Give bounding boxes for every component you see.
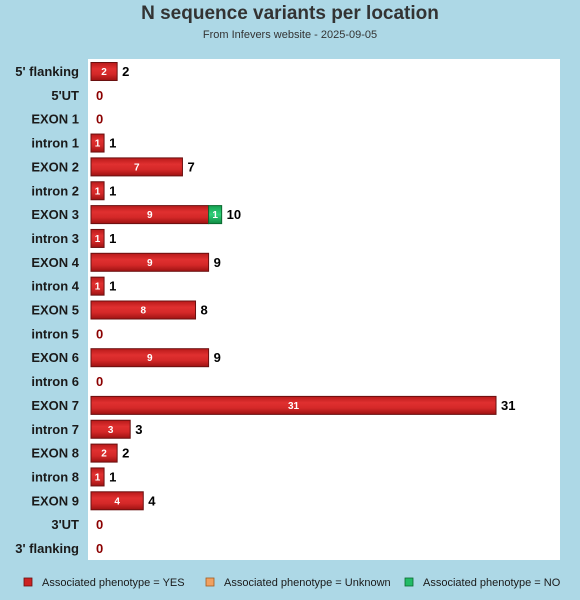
bar-associated-phenotype-yes-exon-2 — [90, 157, 183, 177]
bar-value-label: 8 — [140, 306, 146, 317]
total-label: 2 — [122, 446, 129, 461]
total-label: 0 — [96, 88, 103, 103]
bar-associated-phenotype-yes-intron-1 — [90, 133, 105, 153]
total-label: 0 — [96, 517, 103, 532]
total-label: 1 — [109, 183, 116, 198]
bar-associated-phenotype-yes-exon-5 — [90, 300, 197, 320]
category-label: 5'UT — [51, 88, 79, 103]
total-label: 7 — [187, 159, 194, 174]
category-label: intron 2 — [31, 183, 79, 198]
legend-swatch-associated-phenotype-yes — [23, 577, 33, 587]
bar-value-label: 2 — [101, 67, 107, 78]
total-label: 1 — [109, 469, 116, 484]
legend: Associated phenotype = YES Associated phe… — [23, 577, 561, 589]
category-labels: 5' flanking 5'UT EXON 1 intron 1 EXON 2 intro… — [15, 64, 80, 556]
total-label: 31 — [501, 398, 515, 413]
total-label: 1 — [109, 231, 116, 246]
category-label: EXON 5 — [31, 303, 79, 318]
total-label: 4 — [148, 493, 156, 508]
total-label: 0 — [96, 374, 103, 389]
category-label: 3'UT — [51, 517, 79, 532]
bar-associated-phenotype-yes-intron-3 — [90, 228, 105, 248]
bar-value-label: 7 — [134, 162, 140, 173]
bar-value-label: 1 — [95, 282, 101, 293]
category-label: intron 4 — [31, 279, 79, 294]
legend-label: Associated phenotype = NO — [423, 577, 561, 589]
bar-value-label: 3 — [108, 425, 114, 436]
bar-associated-phenotype-yes-5-flanking — [90, 62, 118, 81]
legend-swatch-associated-phenotype-unknown — [205, 577, 215, 587]
total-label: 8 — [201, 303, 208, 318]
category-label: 3' flanking — [15, 541, 79, 556]
bar-value-label: 9 — [147, 210, 153, 221]
bar-associated-phenotype-yes-exon-7 — [90, 395, 497, 415]
total-label: 2 — [122, 64, 129, 79]
bar-value-label: 2 — [101, 449, 107, 460]
bar-value-label: 9 — [147, 353, 153, 364]
total-label: 3 — [135, 422, 142, 437]
bar-associated-phenotype-yes-exon-8 — [90, 443, 118, 463]
bar-value-label: 1 — [95, 234, 101, 245]
category-label: intron 3 — [31, 231, 79, 246]
bar-associated-phenotype-yes-intron-7 — [90, 419, 131, 439]
category-label: EXON 2 — [31, 159, 79, 174]
category-label: EXON 7 — [31, 398, 79, 413]
category-label: EXON 9 — [31, 493, 79, 508]
legend-label: Associated phenotype = Unknown — [224, 577, 391, 589]
category-label: EXON 3 — [31, 207, 79, 222]
category-label: EXON 4 — [31, 255, 79, 270]
bar-value-label: 1 — [95, 472, 101, 483]
total-label: 1 — [109, 136, 116, 151]
total-label: 0 — [96, 112, 103, 127]
total-label: 0 — [96, 541, 103, 556]
chart-subtitle: From Infevers website - 2025-09-05 — [203, 29, 377, 41]
bar-associated-phenotype-yes-exon-9 — [90, 491, 144, 511]
bar-value-label: 9 — [147, 258, 153, 269]
legend-label: Associated phenotype = YES — [42, 577, 185, 589]
bar-associated-phenotype-yes-intron-2 — [90, 181, 105, 201]
category-label: intron 1 — [31, 136, 79, 151]
category-label: intron 7 — [31, 422, 79, 437]
bar-value-label: 1 — [95, 186, 101, 197]
total-label: 1 — [109, 279, 116, 294]
bar-value-label: 1 — [95, 139, 101, 150]
chart-title: N sequence variants per location — [141, 3, 439, 24]
category-label: EXON 6 — [31, 350, 79, 365]
bar-associated-phenotype-no-exon-3 — [208, 205, 223, 225]
bar-associated-phenotype-yes-intron-4 — [90, 276, 105, 296]
total-label: 9 — [214, 350, 221, 365]
bar-value-label: 1 — [212, 210, 218, 221]
bar-associated-phenotype-yes-exon-6 — [90, 348, 210, 368]
bar-associated-phenotype-yes-intron-8 — [90, 467, 105, 487]
category-label: intron 5 — [31, 326, 79, 341]
category-label: EXON 1 — [31, 112, 79, 127]
category-label: intron 6 — [31, 374, 79, 389]
category-label: EXON 8 — [31, 446, 79, 461]
bar-associated-phenotype-yes-exon-4 — [90, 252, 210, 272]
category-label: 5' flanking — [15, 64, 79, 79]
total-label: 9 — [214, 255, 221, 270]
bar-value-label: 31 — [288, 401, 300, 412]
total-label: 10 — [227, 207, 241, 222]
legend-swatch-associated-phenotype-no — [404, 577, 414, 587]
total-label: 0 — [96, 326, 103, 341]
bar-value-label: 4 — [114, 496, 120, 507]
category-label: intron 8 — [31, 469, 79, 484]
